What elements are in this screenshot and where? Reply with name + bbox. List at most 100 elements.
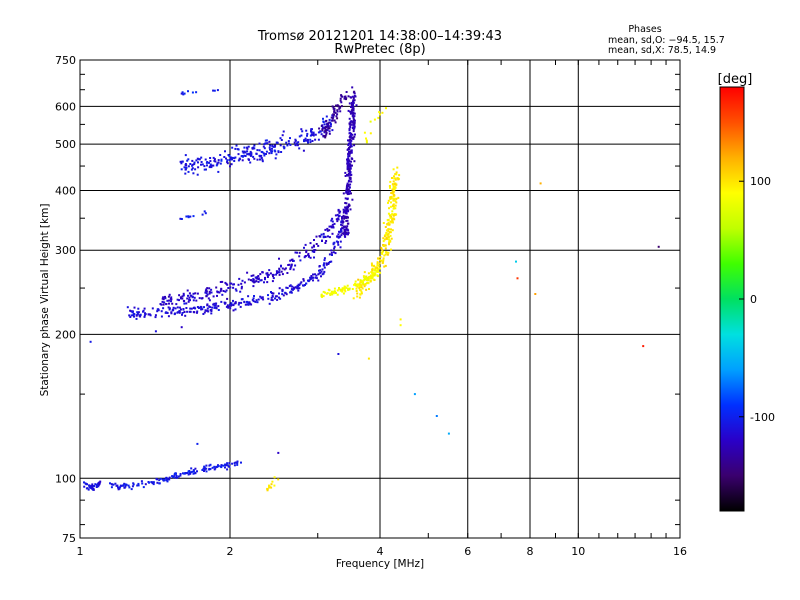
data-point [347, 210, 350, 213]
data-point [136, 484, 139, 487]
data-point [232, 299, 234, 302]
data-point [322, 235, 325, 238]
data-point [97, 482, 100, 484]
data-point [387, 199, 390, 202]
data-point [317, 273, 320, 276]
data-point [304, 255, 307, 258]
data-point [99, 480, 102, 483]
data-point [337, 233, 340, 236]
data-point [307, 141, 309, 144]
data-point [168, 476, 171, 479]
data-point [271, 280, 274, 283]
data-point [297, 285, 300, 288]
data-point [205, 288, 208, 291]
data-point [387, 228, 390, 231]
data-point [144, 313, 147, 316]
data-point [223, 156, 226, 158]
data-point [333, 110, 336, 113]
data-point [234, 308, 237, 311]
data-point [351, 86, 354, 89]
data-point [365, 141, 368, 144]
data-point [251, 280, 254, 283]
data-point [158, 479, 161, 482]
data-point [242, 151, 245, 154]
data-point [183, 92, 186, 95]
data-point [338, 214, 341, 217]
data-point [187, 470, 190, 473]
data-point [298, 255, 301, 258]
data-point [350, 160, 352, 163]
data-point [325, 131, 328, 134]
data-point [390, 192, 393, 194]
data-point [336, 220, 339, 223]
data-point [312, 273, 314, 276]
data-point [168, 307, 171, 310]
data-point [340, 230, 343, 233]
data-point [314, 133, 317, 136]
data-point [382, 259, 385, 262]
data-point [174, 307, 177, 310]
data-point [302, 278, 305, 281]
data-point [336, 113, 339, 116]
data-point [261, 271, 264, 274]
data-point [210, 166, 213, 169]
data-point [348, 117, 351, 120]
data-point [395, 173, 398, 176]
data-point [208, 467, 211, 470]
data-point [377, 116, 380, 119]
data-point [350, 136, 353, 139]
data-point [393, 189, 396, 192]
data-point [205, 292, 208, 295]
data-point [389, 197, 392, 200]
data-point [339, 246, 342, 249]
data-point [125, 483, 128, 486]
data-point [367, 272, 370, 275]
data-point [307, 279, 309, 282]
data-point [162, 478, 164, 481]
data-point [413, 393, 416, 396]
data-point [311, 128, 313, 131]
data-point [252, 274, 255, 277]
data-point [328, 261, 331, 263]
data-point [351, 95, 354, 98]
data-point [206, 303, 209, 306]
data-point [348, 190, 351, 192]
data-point [332, 226, 335, 229]
x-tick-label: 8 [527, 545, 534, 558]
data-point [164, 477, 167, 480]
data-point [399, 318, 402, 321]
data-point [143, 307, 146, 310]
data-point [325, 133, 328, 136]
data-point [333, 290, 336, 293]
data-point [220, 464, 223, 467]
data-point [178, 299, 180, 302]
data-point [205, 295, 208, 298]
data-point [372, 265, 375, 268]
data-point [206, 309, 209, 312]
data-point [230, 156, 233, 159]
data-point [189, 472, 192, 475]
data-point [278, 257, 280, 260]
data-point [354, 280, 357, 283]
data-point [384, 264, 387, 267]
data-point [343, 285, 346, 288]
data-point [386, 229, 388, 232]
data-point [392, 194, 395, 196]
data-point [190, 467, 193, 470]
data-point [346, 225, 349, 228]
data-point [347, 170, 350, 173]
data-point [283, 146, 286, 149]
data-point [297, 141, 300, 144]
data-point [305, 282, 308, 285]
data-point [346, 219, 349, 222]
data-point [380, 248, 383, 251]
data-point [304, 284, 306, 286]
data-point [331, 217, 334, 220]
y-tick-label: 400 [55, 184, 76, 197]
data-point [240, 287, 243, 290]
data-point [275, 141, 278, 144]
data-point [254, 300, 257, 303]
data-point [347, 231, 350, 234]
data-point [114, 482, 117, 485]
data-point [130, 310, 133, 313]
